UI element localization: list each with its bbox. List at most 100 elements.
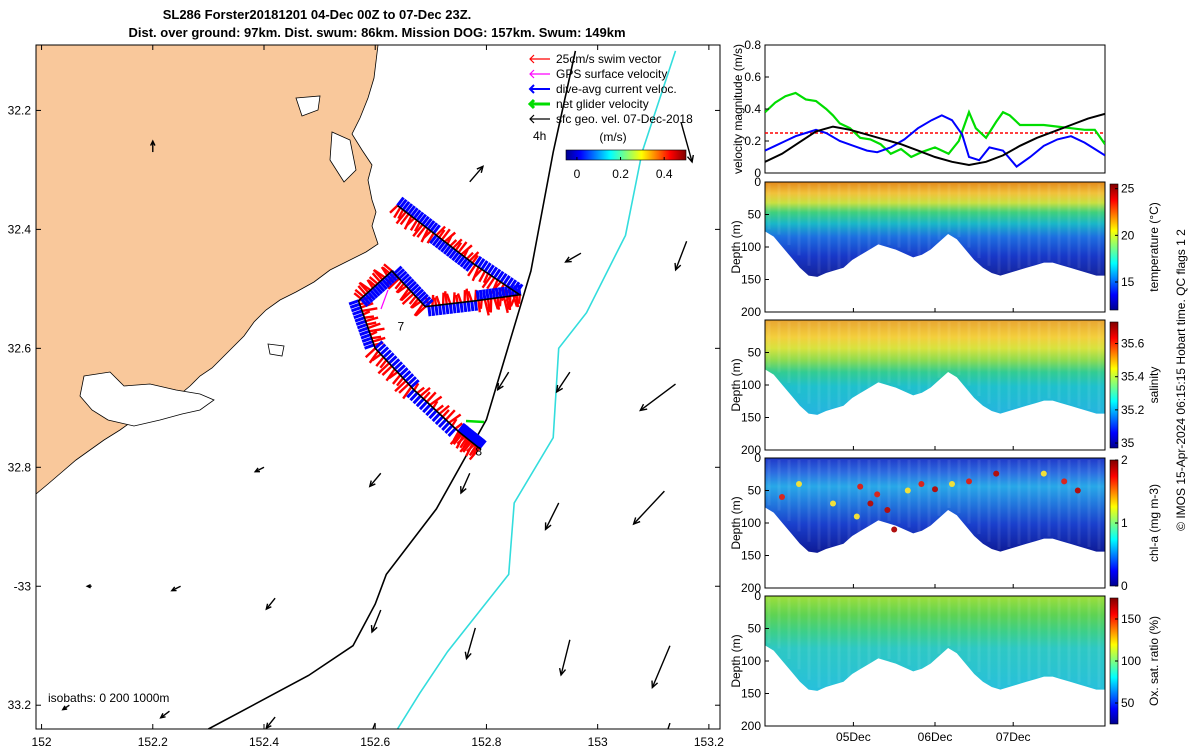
current-vector [366,291,376,301]
geo-vector [254,466,265,473]
swim-vector [486,277,496,290]
swim-vector [440,228,451,241]
swim-vector [457,241,468,254]
swim-vector [357,285,367,296]
map-xtick-label: 152 [32,735,52,749]
section-ytick-label: 100 [741,240,761,254]
current-vector [374,284,383,295]
current-vector [399,367,409,377]
swim-vector [367,322,381,330]
geo-vector-head [368,480,376,488]
current-vector [465,262,474,272]
section-ylabel: Depth (m) [729,358,743,411]
map-ytick-label: 32.6 [8,341,32,355]
isobath-200m [208,50,577,729]
chl-hotspot [796,481,802,487]
section-colorbar [1109,321,1119,449]
swim-vector [371,335,382,340]
current-vector [386,274,395,284]
swim-vector [459,437,468,449]
geo-vector-head [370,625,378,634]
current-vector [459,302,464,313]
current-vector [364,293,374,303]
current-vector [412,286,422,296]
section-colorbar-tick-label: 35.2 [1121,403,1145,417]
current-vector [376,282,386,293]
isobath-1000m [396,50,677,729]
swim-vector [361,307,378,313]
swim-vector [387,277,400,290]
swim-vector [358,281,369,294]
current-vector [393,361,404,371]
current-vector [426,220,436,230]
map-colorbar-tick-label: 0.4 [656,167,673,181]
current-vector [470,433,479,443]
section-panel: 0 50 100 150 200 Depth (m) 15 20 25 temperature (… [729,175,1161,319]
current-vector [359,297,369,308]
swim-vector [375,356,385,367]
chl-hotspot [857,483,864,490]
current-vector [395,268,405,278]
section-colorbar-tick-label: 0 [1121,579,1128,593]
current-vector [505,277,514,288]
swim-vector [394,280,403,290]
swim-vector [409,219,418,232]
section-ytick-label: 50 [748,484,762,498]
geo-vector-head [674,262,682,272]
current-vector [475,290,480,301]
swim-vector [468,444,478,457]
swim-vector [426,232,435,244]
chl-hotspot [1040,470,1047,477]
swim-vector [394,380,407,393]
current-vector [447,427,457,437]
section-field [765,182,1105,277]
geo-vector-head [686,154,695,164]
current-vector [356,323,368,330]
map-colorbar [565,149,687,161]
land-coastline [36,45,379,495]
swim-vector [397,209,405,220]
chl-hotspot [867,500,874,507]
section-ytick-label: 0 [754,589,761,603]
geo-vector [556,371,571,393]
swim-vector [462,441,473,453]
swim-vector [413,303,424,317]
current-vector [417,291,427,301]
current-vector [381,278,391,288]
geo-vector [160,710,170,719]
map-xtick-label: 152.4 [249,735,279,749]
current-vector [412,394,422,405]
current-vector [501,286,506,298]
legend-entry: 25cm/s swim vector [556,52,661,66]
section-ytick-label: 150 [741,687,761,701]
section-ytick-label: 150 [741,273,761,287]
map-xtick-label: 152.6 [360,735,390,749]
current-vector [491,288,496,299]
current-vector [364,343,375,350]
swim-vector [435,225,446,237]
swim-vector [413,382,420,391]
swim-vector [416,226,427,238]
current-vector [407,376,417,386]
swim-vector [435,295,441,306]
swim-vector [408,295,417,305]
lake-1 [295,95,321,117]
current-vector [354,316,365,323]
current-vector [489,266,499,277]
swim-vector [438,404,450,415]
current-vector [474,255,483,266]
section-colorbar-tick-label: 100 [1121,654,1141,668]
current-vector [465,429,475,439]
section-ylabel: Depth (m) [729,496,743,549]
velocity-frame [764,44,1106,174]
section-colorbar-tick-label: 35 [1121,436,1135,450]
current-vector [410,207,419,218]
geo-vector-head [632,517,641,526]
current-vector [371,287,381,297]
current-vector [431,236,441,247]
swim-vector [401,293,415,306]
section-xtick-label: 06Dec [918,730,953,744]
current-vector [486,264,495,275]
section-ytick-label: 100 [741,378,761,392]
